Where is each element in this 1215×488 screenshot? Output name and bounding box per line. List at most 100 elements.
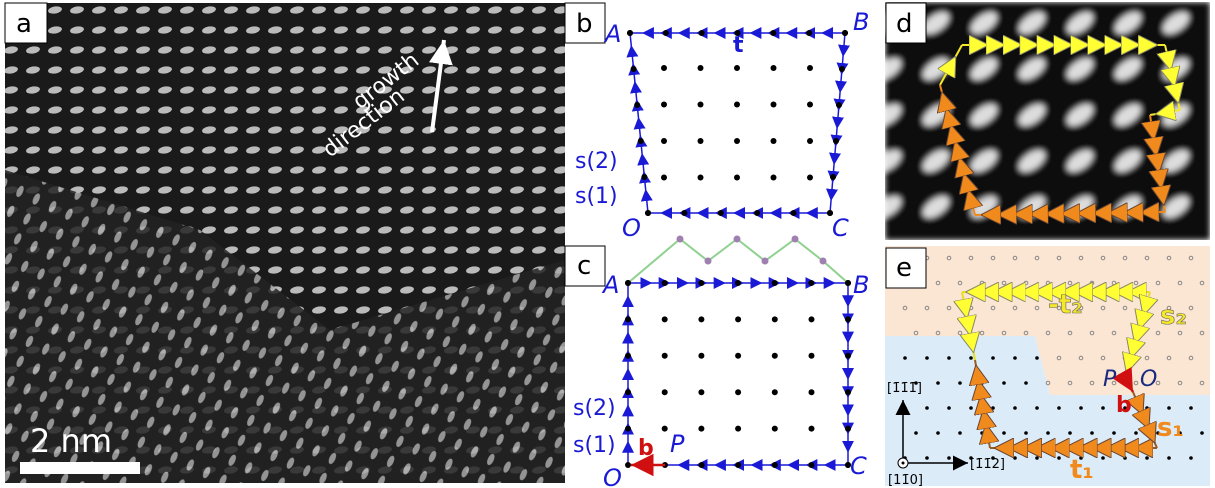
atom (705, 258, 712, 265)
atom (833, 138, 839, 144)
atom (661, 102, 667, 108)
atom (1134, 431, 1138, 435)
atom (698, 353, 704, 359)
atom (842, 30, 848, 36)
atom (772, 462, 778, 468)
burgers-label: b (1116, 393, 1132, 418)
atom (969, 406, 973, 410)
atom (772, 426, 778, 432)
atom (1035, 456, 1039, 460)
panel-c (625, 236, 851, 469)
atom (845, 353, 851, 359)
atom (698, 389, 704, 395)
vector-label: t (733, 33, 744, 58)
atom (914, 431, 918, 435)
atom (792, 236, 799, 243)
atom (771, 65, 777, 71)
circuit (830, 33, 845, 213)
micrograph (885, 2, 1210, 240)
atom (661, 65, 667, 71)
atom (1123, 456, 1127, 460)
atom (638, 138, 644, 144)
atom (936, 431, 940, 435)
atom (925, 406, 929, 410)
bond (708, 239, 737, 261)
point-label: P (670, 430, 685, 458)
figure: a growth direction 2 nm b A B O C t s(2)… (0, 0, 1215, 488)
atom (681, 210, 687, 216)
atom (808, 280, 814, 286)
atom (662, 280, 668, 286)
atom (1167, 406, 1171, 410)
atom (1013, 406, 1017, 410)
atom (947, 406, 951, 410)
atom (699, 462, 705, 468)
atom (830, 174, 836, 180)
atom (925, 456, 929, 460)
scale-bar (20, 462, 140, 474)
step-label: s(1) (573, 433, 616, 458)
atom (625, 426, 631, 432)
atom (641, 174, 647, 180)
atom (791, 210, 797, 216)
atom (807, 138, 813, 144)
atom (836, 102, 842, 108)
atom (807, 65, 813, 71)
bond (680, 239, 708, 261)
atom (806, 30, 812, 36)
atom (735, 280, 741, 286)
atom (698, 138, 704, 144)
atom (661, 175, 667, 181)
atom (735, 353, 741, 359)
axis-label: [1̄1̄1̄] (887, 381, 922, 396)
atom (1013, 356, 1017, 360)
atom (958, 431, 962, 435)
atom (991, 356, 995, 360)
atom (1035, 356, 1039, 360)
atom (625, 462, 631, 468)
point-label: B (853, 271, 869, 299)
burgers-label: b (638, 436, 654, 461)
atom (903, 356, 907, 360)
atom (698, 175, 704, 181)
atom (1024, 431, 1028, 435)
atom (625, 316, 631, 322)
atom (762, 258, 769, 265)
atom (809, 426, 815, 432)
atom (820, 258, 827, 265)
atom (809, 353, 815, 359)
panel-label: d (896, 9, 913, 39)
atom (627, 30, 633, 36)
atom (735, 316, 741, 322)
bond (737, 239, 765, 261)
atom (734, 236, 741, 243)
step-label: s(2) (573, 396, 616, 421)
axis-out (902, 462, 905, 465)
atom (1112, 431, 1116, 435)
panel-label: b (576, 9, 593, 39)
atom (845, 316, 851, 322)
point-label: A (603, 20, 621, 48)
atom (969, 356, 973, 360)
atom (735, 389, 741, 395)
scale-label: 2 nm (30, 422, 112, 460)
micrograph-d (885, 2, 1210, 240)
atom (1057, 456, 1061, 460)
atom (1145, 406, 1149, 410)
atom (663, 30, 669, 36)
atom (698, 316, 704, 322)
atom (1167, 456, 1171, 460)
point-label: B (853, 8, 869, 36)
point-label: O (1140, 367, 1157, 392)
atom (1200, 431, 1204, 435)
atom (1057, 406, 1061, 410)
point-label: O (603, 464, 622, 488)
atom (839, 66, 845, 72)
bond (795, 239, 823, 261)
atom (936, 381, 940, 385)
atom (770, 30, 776, 36)
atom (772, 316, 778, 322)
point-label: C (850, 452, 867, 480)
atom (631, 66, 637, 72)
atom (845, 389, 851, 395)
